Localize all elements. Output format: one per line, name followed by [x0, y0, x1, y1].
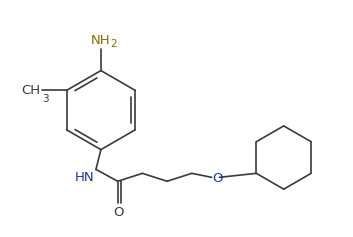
Text: NH: NH	[91, 34, 111, 47]
Text: O: O	[213, 172, 223, 185]
Text: HN: HN	[74, 171, 94, 184]
Text: O: O	[113, 206, 124, 219]
Text: 2: 2	[110, 39, 116, 49]
Text: CH: CH	[21, 84, 40, 97]
Text: 3: 3	[43, 94, 49, 104]
